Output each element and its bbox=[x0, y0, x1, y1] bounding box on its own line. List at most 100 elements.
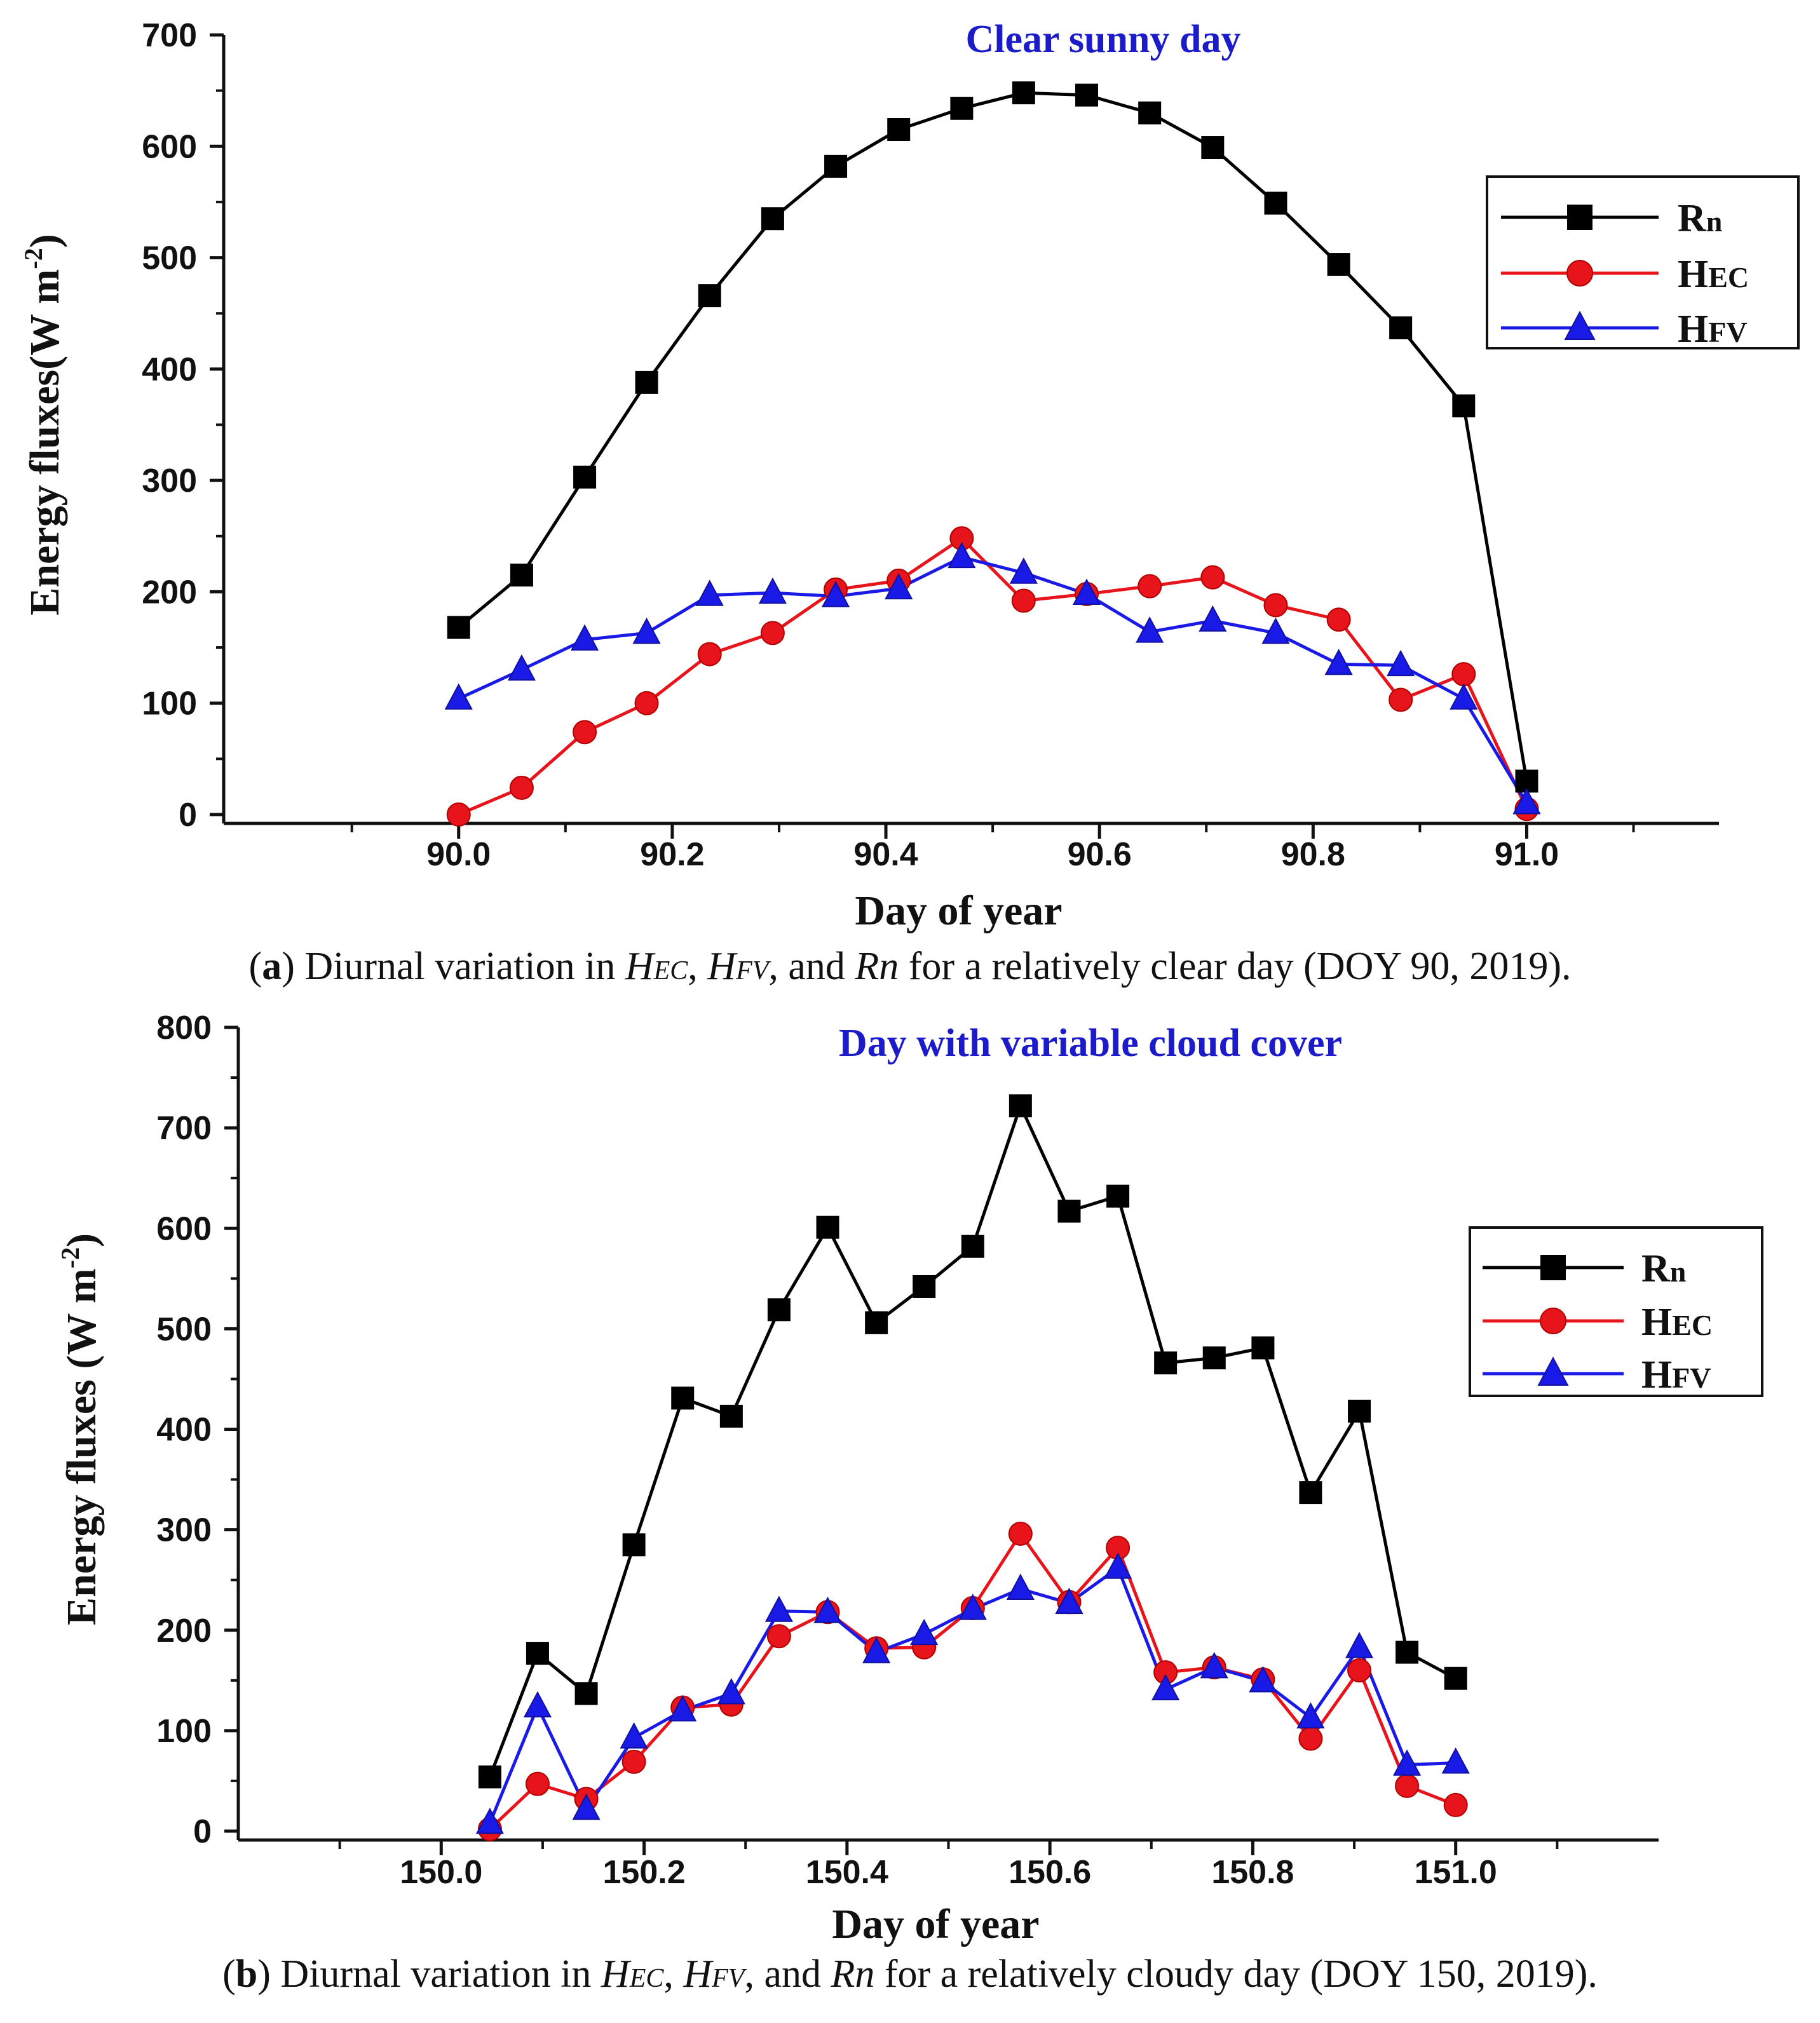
x-axis-title: Day of year bbox=[832, 1901, 1039, 1947]
data-point-rn bbox=[1327, 253, 1350, 276]
chart-a: 0 100 200 300 400 500 600 700 90.0 90.2 90.4 90.6 90… bbox=[19, 17, 1800, 934]
data-point-hfv bbox=[821, 581, 850, 607]
data-point-hec bbox=[1263, 593, 1288, 618]
data-point-rn bbox=[1515, 769, 1538, 793]
data-point-hec bbox=[1008, 1521, 1033, 1546]
legend-label-sub: n bbox=[1670, 1255, 1687, 1288]
data-point-rn bbox=[1201, 136, 1225, 159]
data-point-rn bbox=[1264, 191, 1287, 215]
data-point-rn bbox=[1008, 1094, 1032, 1118]
data-point-rn bbox=[526, 1642, 549, 1665]
y-tick-label: 700 bbox=[156, 1110, 212, 1147]
series-hec bbox=[458, 536, 1528, 816]
data-point-hfv bbox=[1055, 1587, 1083, 1614]
y-tick-label: 300 bbox=[142, 463, 197, 499]
data-point-rn bbox=[574, 1682, 598, 1705]
legend-label-main: H bbox=[1678, 308, 1708, 351]
caption-var-sub: EC bbox=[653, 956, 688, 985]
data-point-hec bbox=[1395, 1773, 1420, 1798]
data-point-rn bbox=[698, 284, 721, 308]
legend-label-main: H bbox=[1678, 253, 1708, 296]
data-point-rn bbox=[1452, 394, 1476, 417]
markers-hfv bbox=[444, 541, 1541, 815]
data-point-hfv bbox=[862, 1637, 891, 1663]
y-tick-label: 100 bbox=[156, 1713, 212, 1750]
data-point-rn bbox=[1138, 101, 1162, 125]
caption-post: for a relatively clear day (DOY 90, 2019… bbox=[908, 945, 1572, 988]
data-point-hfv bbox=[1249, 1666, 1277, 1693]
data-point-hec bbox=[1200, 565, 1225, 590]
y-tick-label: 200 bbox=[156, 1613, 212, 1649]
panel-a: 0 100 200 300 400 500 600 700 90.0 90.2 90.4 90.6 90… bbox=[19, 17, 1800, 988]
data-point-hfv bbox=[523, 1691, 552, 1717]
data-point-hfv bbox=[1104, 1552, 1132, 1579]
axes: 0 100 200 300 400 500 600 700 90.0 90.2 90.4 90.6 90… bbox=[142, 17, 1719, 873]
data-point-rn bbox=[913, 1275, 936, 1298]
x-tick-label: 90.4 bbox=[853, 836, 918, 873]
y-tick-label: 500 bbox=[142, 240, 197, 277]
data-point-hfv bbox=[1200, 1651, 1228, 1679]
y-axis-title-sup: -2 bbox=[19, 248, 48, 269]
y-tick-label: 0 bbox=[193, 1813, 212, 1850]
data-point-rn bbox=[816, 1215, 839, 1239]
y-tick-label: 700 bbox=[142, 17, 197, 54]
x-tick-label: 151.0 bbox=[1415, 1854, 1497, 1891]
data-point-hec bbox=[573, 720, 597, 745]
data-point-hfv bbox=[1387, 649, 1415, 677]
data-point-hfv bbox=[1393, 1749, 1422, 1776]
y-axis-title-sup: -2 bbox=[56, 1247, 85, 1268]
data-point-hfv bbox=[1345, 1632, 1374, 1658]
data-point-hfv bbox=[507, 654, 536, 681]
caption-var-main: H bbox=[683, 1952, 712, 1996]
data-point-rn bbox=[961, 1235, 984, 1258]
y-tick-label: 0 bbox=[179, 797, 197, 834]
data-point-hec bbox=[1389, 687, 1413, 712]
data-point-rn bbox=[510, 564, 533, 587]
legend-label-main: R bbox=[1641, 1247, 1671, 1290]
caption-var-main: H bbox=[707, 945, 737, 988]
x-tick-label: 150.4 bbox=[806, 1854, 888, 1891]
data-point-hfv bbox=[669, 1695, 697, 1722]
data-point-hfv bbox=[1199, 605, 1227, 632]
data-point-rn bbox=[622, 1533, 646, 1557]
y-axis-title-main: Energy fluxes (W m bbox=[58, 1268, 105, 1625]
data-point-rn bbox=[573, 465, 597, 489]
legend-box bbox=[1486, 175, 1800, 349]
caption-sep: , bbox=[663, 1952, 674, 1996]
caption-b: (b) Diurnal variation in HEC, HFV, and R… bbox=[222, 1952, 1598, 1996]
y-tick-label: 200 bbox=[142, 574, 197, 611]
data-point-hfv bbox=[620, 1722, 648, 1749]
y-tick-label: 600 bbox=[156, 1210, 212, 1247]
data-point-hec bbox=[621, 1749, 646, 1774]
legend-marker-hec bbox=[1540, 1308, 1566, 1334]
series-line-rn bbox=[458, 91, 1528, 781]
data-point-hfv bbox=[764, 1595, 793, 1622]
caption-var-main: Rn bbox=[831, 1952, 875, 1996]
legend-marker-rn bbox=[1540, 1255, 1566, 1280]
data-point-rn bbox=[1057, 1200, 1081, 1223]
data-point-hfv bbox=[1450, 683, 1478, 710]
data-point-hec bbox=[760, 621, 785, 646]
data-point-hfv bbox=[444, 683, 473, 710]
markers-hec bbox=[446, 526, 1539, 827]
legend-marker-hfv bbox=[1537, 1357, 1569, 1386]
x-tick-label: 90.6 bbox=[1068, 836, 1132, 873]
legend-label-sub: n bbox=[1706, 205, 1723, 238]
series-line-rn bbox=[488, 1104, 1457, 1778]
markers-rn bbox=[447, 81, 1538, 793]
panel-b: 0 100 200 300 400 500 600 700 800 150.0 150.2 150.4… bbox=[0, 1012, 1820, 2023]
x-axis-title: Day of year bbox=[855, 888, 1062, 934]
data-point-rn bbox=[1075, 83, 1099, 107]
caption-var-main: H bbox=[625, 945, 654, 988]
series-line-hec bbox=[489, 1532, 1457, 1830]
caption-var-sub: FV bbox=[736, 956, 769, 985]
data-point-hec bbox=[634, 691, 659, 715]
series-line-hfv bbox=[458, 555, 1528, 804]
y-axis-title-close: ) bbox=[22, 234, 68, 248]
data-point-rn bbox=[865, 1311, 888, 1334]
data-point-hec bbox=[1011, 588, 1036, 613]
data-point-rn bbox=[719, 1404, 743, 1428]
chart-b: 0 100 200 300 400 500 600 700 800 150.0 150.2 150.4… bbox=[56, 1012, 1763, 1947]
